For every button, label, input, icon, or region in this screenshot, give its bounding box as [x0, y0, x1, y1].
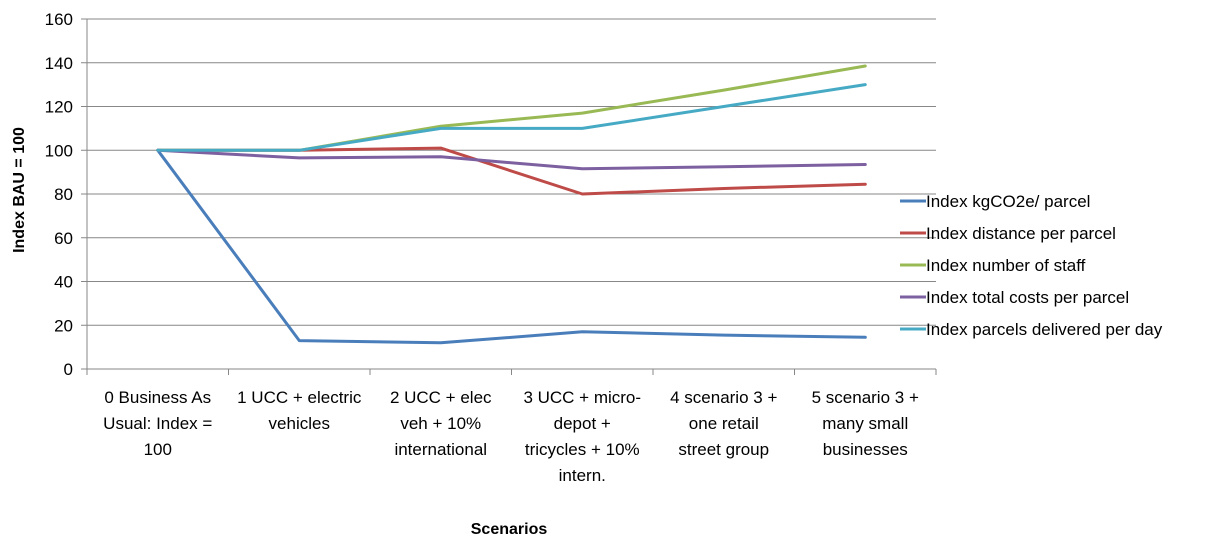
y-tick-label: 80 — [54, 185, 73, 204]
legend: Index kgCO2e/ parcel Index distance per p… — [900, 192, 1163, 339]
x-tick-label: 4 scenario 3 + one retail street group — [670, 388, 777, 459]
series-line-5 — [156, 83, 867, 152]
series-line-1 — [156, 148, 867, 345]
legend-label: Index total costs per parcel — [926, 288, 1129, 307]
y-tick-label: 40 — [54, 273, 73, 292]
x-axis-tick-labels: 0 Business As Usual: Index = 100 1 UCC + el… — [103, 388, 919, 485]
legend-label: Index parcels delivered per day — [926, 320, 1163, 339]
y-tick-label: 0 — [64, 360, 73, 379]
y-axis-tick-labels: 0 20 40 60 80 100 120 140 160 — [45, 10, 73, 379]
x-tick-label: 5 scenario 3 + many small businesses — [812, 388, 919, 459]
legend-label: Index kgCO2e/ parcel — [926, 192, 1090, 211]
y-tick-label: 100 — [45, 141, 73, 160]
series-lines — [156, 64, 867, 345]
x-axis-title: Scenarios — [471, 521, 548, 536]
x-tick-label: 1 UCC + electric vehicles — [237, 388, 362, 433]
y-tick-label: 20 — [54, 316, 73, 335]
y-tick-label: 140 — [45, 54, 73, 73]
x-tick-label: 2 UCC + elec veh + 10% international — [390, 388, 492, 459]
legend-label: Index distance per parcel — [926, 224, 1116, 243]
y-axis-title: Index BAU = 100 — [11, 127, 28, 253]
series-line-3 — [156, 64, 867, 152]
x-tick-label: 0 Business As Usual: Index = 100 — [103, 388, 212, 459]
y-tick-label: 120 — [45, 98, 73, 117]
gridlines — [81, 18, 937, 375]
series-line-4 — [156, 148, 867, 171]
x-tick-label: 3 UCC + micro-depot + tricycles + 10% inte… — [523, 388, 641, 485]
y-tick-label: 60 — [54, 229, 73, 248]
y-tick-label: 160 — [45, 10, 73, 29]
legend-label: Index number of staff — [926, 256, 1086, 275]
